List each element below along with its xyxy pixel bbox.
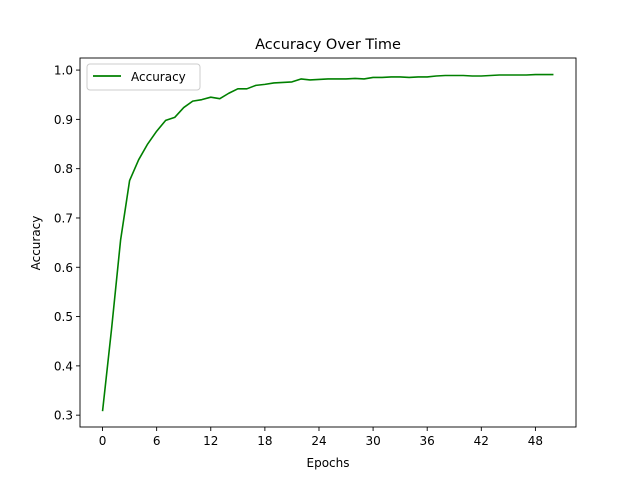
chart-title: Accuracy Over Time	[255, 37, 401, 53]
x-tick-label: 48	[528, 434, 543, 448]
legend-box	[86, 63, 201, 91]
x-tick-label: 36	[420, 434, 435, 448]
y-tick-label: 0.6	[54, 261, 73, 275]
x-tick-label: 0	[99, 434, 107, 448]
x-tick-label: 18	[257, 434, 272, 448]
x-axis-label: Epochs	[307, 456, 350, 470]
plot-area: 0 6 12 18 24 30 36 42 48 0.3 0.4 0.5 0.6 0.7 0.8 0.9 1.0	[54, 57, 577, 448]
y-tick-label: 0.7	[54, 211, 73, 225]
axes-frame	[79, 57, 577, 428]
x-tick-label: 12	[203, 434, 218, 448]
y-tick-label: 0.3	[54, 409, 73, 423]
y-tick-label: 0.8	[54, 162, 73, 176]
x-tick-label: 24	[311, 434, 326, 448]
series-line-0	[101, 73, 554, 412]
legend-label-accuracy: Accuracy	[131, 70, 186, 84]
x-tick-label: 42	[474, 434, 489, 448]
y-tick-label: 1.0	[54, 64, 73, 78]
y-tick-label: 0.4	[54, 359, 73, 373]
x-tick-label: 6	[153, 434, 161, 448]
y-tick-label: 0.9	[54, 113, 73, 127]
legend: Accuracy	[86, 63, 201, 91]
y-tick-label: 0.5	[54, 310, 73, 324]
x-tick-label: 30	[365, 434, 380, 448]
y-axis-label: Accuracy	[29, 216, 43, 271]
